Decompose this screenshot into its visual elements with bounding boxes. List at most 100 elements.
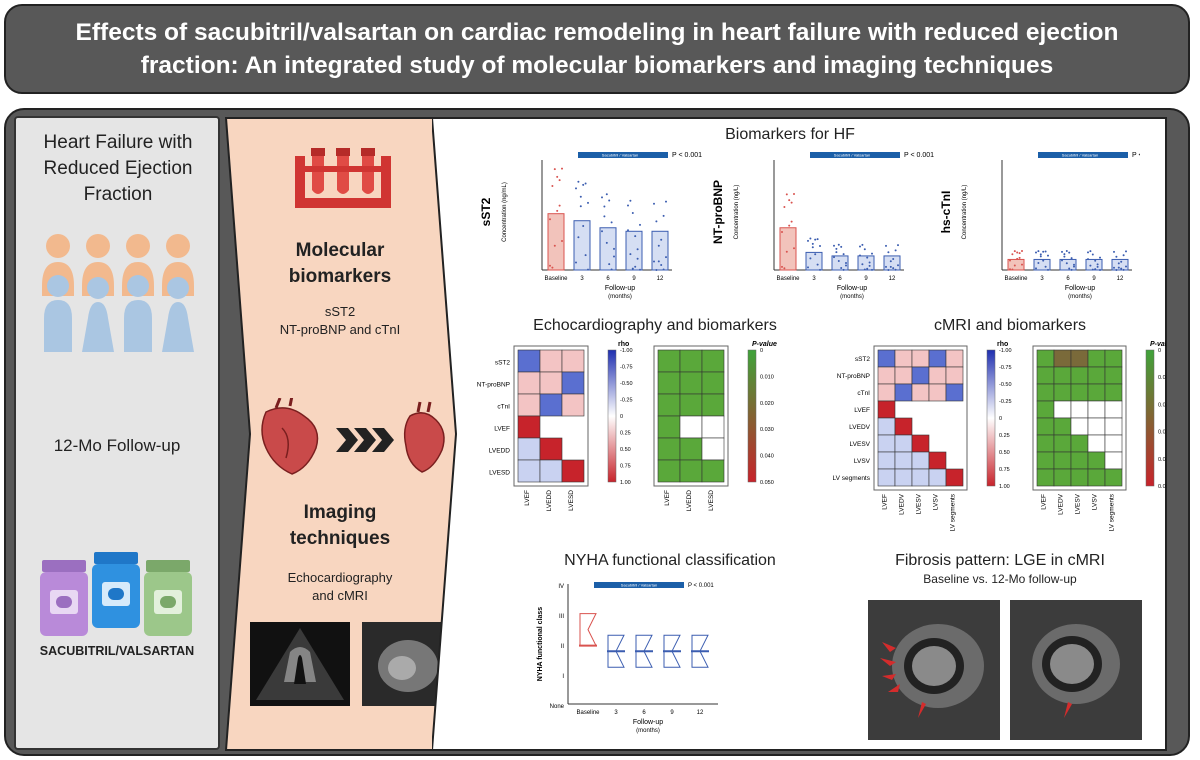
- nyha-chart: NYHA functional classIVIIIIIINoneSacubit…: [537, 582, 718, 734]
- pvalue-tick: 0.050: [1158, 484, 1166, 490]
- row-label: NT-proBNP: [837, 373, 870, 380]
- bar: [547, 213, 565, 271]
- pvalue-cell: [1087, 434, 1106, 453]
- drug-label: SACUBITRIL/VALSARTAN: [39, 644, 195, 658]
- data-point: [627, 204, 629, 207]
- pvalue-tick: 0.040: [1158, 457, 1166, 463]
- data-point: [1091, 268, 1094, 271]
- data-point: [1099, 268, 1101, 271]
- x-tick-label: 3: [812, 276, 816, 282]
- data-point: [655, 268, 658, 271]
- col-label: LVESD: [568, 490, 575, 511]
- p-value: P < 0.01: [1132, 152, 1140, 159]
- heart-remodeling-icon: [261, 398, 445, 475]
- data-point: [1113, 266, 1115, 269]
- data-point: [809, 237, 812, 240]
- row-label: sST2: [495, 359, 511, 366]
- pvalue-cell: [1070, 383, 1089, 402]
- col-label: LVSV: [933, 493, 940, 510]
- data-point: [1096, 263, 1099, 266]
- rho-tick: 1.00: [999, 484, 1010, 490]
- pvalue-cell: [679, 371, 703, 395]
- imaging-item-2: and cMRI: [312, 588, 368, 603]
- results-panel: [432, 117, 1167, 751]
- data-point: [811, 242, 814, 245]
- imaging-item-1: Echocardiography: [287, 570, 393, 585]
- x-tick-label: Baseline: [776, 276, 800, 282]
- cmri-heading: cMRI and biomarkers: [933, 317, 1087, 334]
- col-label: LVEDD: [546, 490, 553, 511]
- p-value: P < 0.001: [904, 152, 934, 159]
- x-tick-label: 6: [838, 276, 842, 282]
- p-value: P < 0.001: [688, 583, 714, 589]
- treatment-bar: [578, 152, 668, 158]
- rho-cell: [877, 451, 896, 470]
- x-axis-unit: (months): [1068, 294, 1092, 300]
- data-point: [887, 251, 890, 254]
- x-tick-label: Baseline: [1004, 276, 1028, 282]
- data-point: [584, 254, 587, 257]
- data-point: [561, 240, 563, 243]
- bar: [1059, 258, 1077, 271]
- rho-cell: [945, 468, 964, 487]
- data-point: [1035, 267, 1037, 270]
- pvalue-cell: [1087, 366, 1106, 385]
- row-label: cTnI: [857, 390, 870, 397]
- treatment-label: Sacubitril / Valsartan: [621, 583, 657, 588]
- pvalue-cell: [1036, 383, 1055, 402]
- marker-label: NT-proBNP: [711, 180, 725, 244]
- y-axis-label: Concentration (ng/L): [734, 185, 740, 240]
- pvalue-cell: [701, 437, 725, 461]
- data-point: [837, 243, 840, 246]
- x-axis-unit: (months): [840, 294, 864, 300]
- pvalue-label: P-value: [1150, 341, 1166, 348]
- pvalue-cell: [1087, 417, 1106, 436]
- col-label: LVEDD: [686, 490, 693, 511]
- data-point: [1087, 251, 1089, 254]
- row-label: LV segments: [833, 475, 871, 482]
- rho-cell: [945, 349, 964, 368]
- data-point: [575, 187, 577, 190]
- pvalue-tick: 0.030: [760, 427, 774, 433]
- rho-tick: -0.25: [999, 399, 1012, 405]
- data-point: [885, 244, 887, 247]
- data-point: [636, 257, 639, 260]
- x-axis-unit: (months): [608, 294, 632, 300]
- data-point: [601, 196, 603, 199]
- data-point: [1061, 250, 1063, 253]
- data-point: [610, 268, 613, 271]
- rho-tick: 0.75: [620, 464, 631, 470]
- y-axis-label: Concentration (ng/mL): [502, 182, 508, 242]
- data-point: [1068, 267, 1071, 270]
- data-point: [859, 254, 861, 257]
- bar: [883, 255, 901, 271]
- x-tick-label: 12: [1117, 276, 1124, 282]
- pvalue-cell: [657, 371, 681, 395]
- data-point: [835, 247, 838, 250]
- rho-frame: [873, 345, 968, 491]
- cmri-heatmaps: sST2 NT-proBNP cTnI LVEF LVEDV LVESV LVSV LV se…: [833, 341, 1166, 531]
- pvalue-cell: [1087, 400, 1106, 419]
- pvalue-cell: [657, 437, 681, 461]
- rho-cell: [539, 349, 563, 373]
- data-point: [653, 260, 655, 263]
- pvalue-cell: [657, 459, 681, 483]
- pvalue-cell: [1104, 417, 1123, 436]
- treatment-bar: [810, 152, 900, 158]
- bar: [805, 251, 823, 271]
- data-point: [1065, 262, 1068, 265]
- pvalue-tick: 0: [760, 348, 763, 354]
- data-point: [814, 238, 817, 241]
- data-point: [613, 247, 615, 250]
- row-label: LVEDD: [489, 447, 510, 454]
- rho-frame: [513, 345, 589, 487]
- col-label: LVEDV: [1058, 493, 1065, 514]
- rho-cell: [894, 383, 913, 402]
- rho-tick: -0.50: [999, 382, 1012, 388]
- rho-cell: [877, 400, 896, 419]
- rho-cell: [517, 415, 541, 439]
- data-point: [662, 268, 665, 271]
- pvalue-cell: [1104, 366, 1123, 385]
- x-tick-label: 3: [1040, 276, 1044, 282]
- pvalue-cell: [1070, 349, 1089, 368]
